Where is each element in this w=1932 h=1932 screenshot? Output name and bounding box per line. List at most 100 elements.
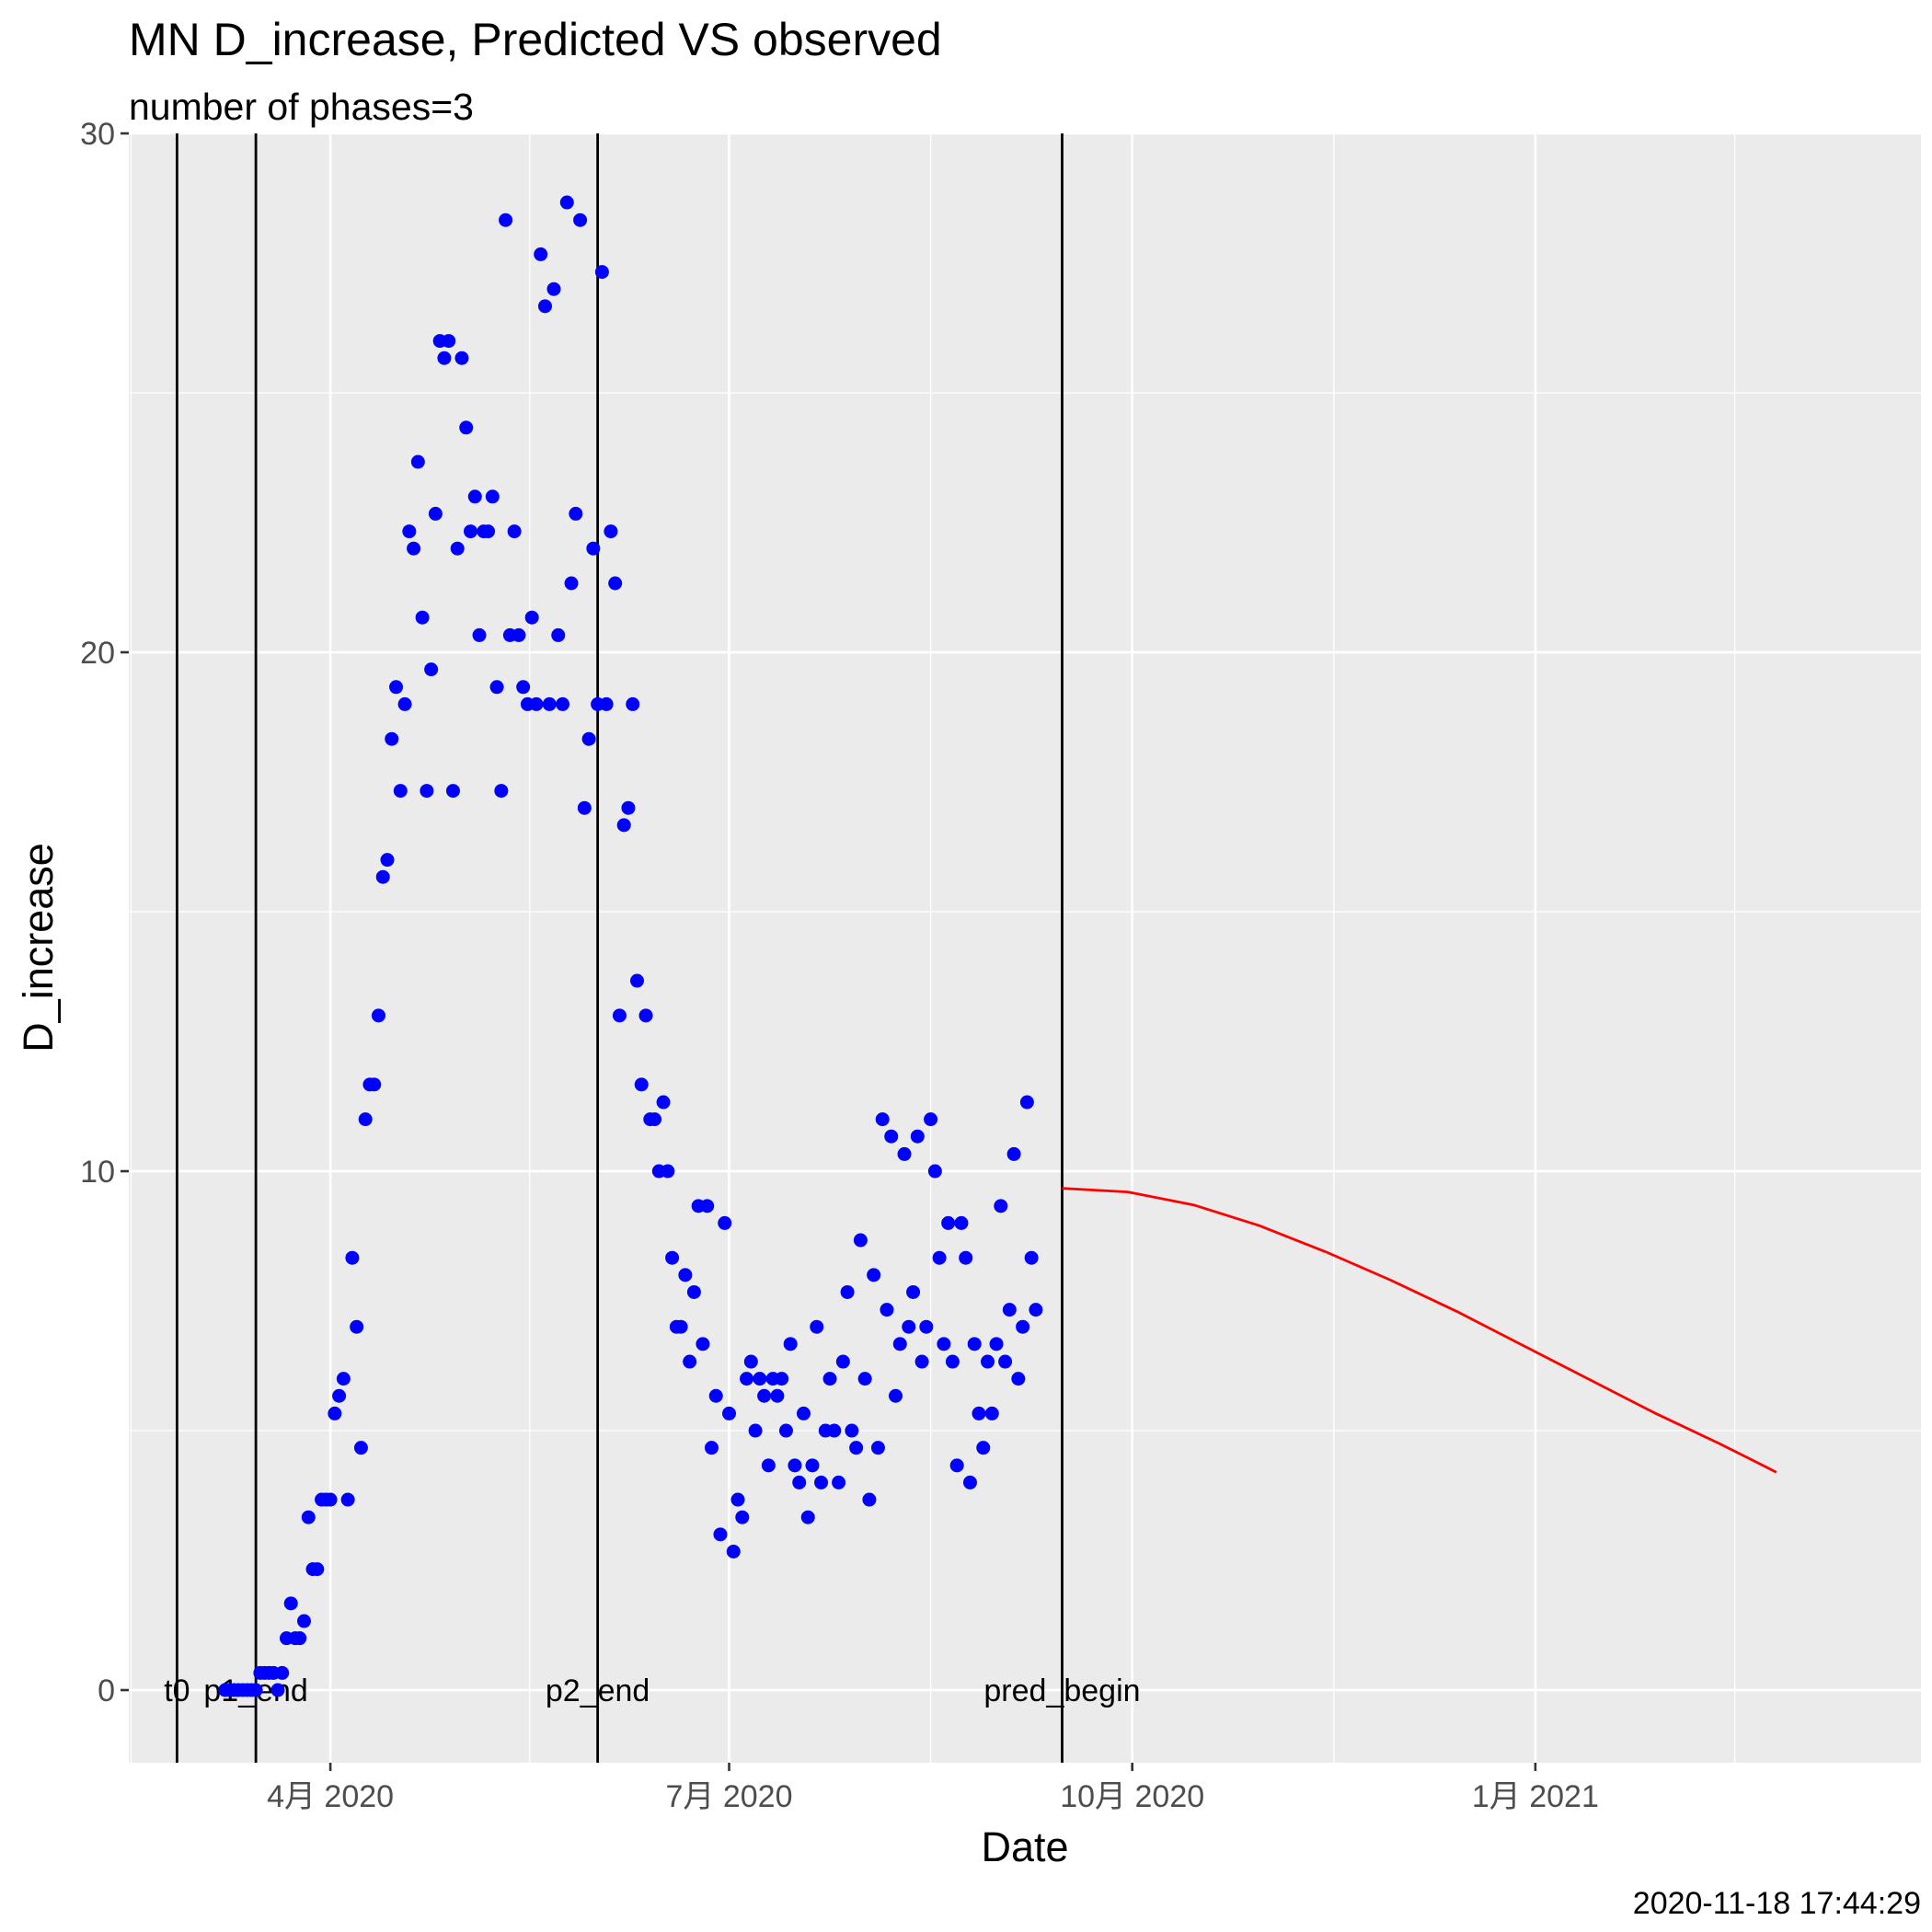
data-point	[867, 1268, 881, 1282]
data-point	[577, 800, 592, 815]
data-point	[914, 1354, 929, 1369]
data-point	[810, 1319, 824, 1334]
data-point	[949, 1458, 964, 1473]
axes: 0 10 20 30 4月 2020 7月 2020 10月 2020 1月 2021	[80, 117, 1599, 1814]
data-point	[340, 1492, 355, 1507]
data-point	[270, 1683, 285, 1697]
data-point	[984, 1406, 999, 1420]
data-point	[375, 869, 390, 884]
data-point	[832, 1475, 846, 1489]
data-point	[594, 265, 609, 280]
data-point	[708, 1388, 723, 1403]
data-point	[757, 1388, 772, 1403]
data-point	[897, 1146, 912, 1161]
data-point	[792, 1475, 807, 1489]
data-point	[534, 247, 548, 261]
data-point	[954, 1215, 969, 1230]
data-point	[998, 1354, 1013, 1369]
data-point	[634, 1077, 649, 1092]
y-tick-label: 0	[98, 1673, 115, 1708]
data-point	[761, 1458, 776, 1473]
data-point	[835, 1354, 850, 1369]
y-tick-label: 10	[80, 1155, 115, 1190]
data-point	[516, 680, 531, 695]
data-point	[962, 1475, 977, 1489]
data-point	[367, 1077, 382, 1092]
data-point	[683, 1354, 697, 1369]
data-point	[740, 1372, 754, 1386]
data-point	[450, 541, 465, 556]
data-point	[661, 1164, 675, 1179]
data-point	[573, 213, 588, 227]
data-point	[827, 1423, 842, 1438]
data-point	[512, 627, 526, 642]
x-tick-label: 4月 2020	[267, 1779, 394, 1814]
data-point	[1029, 1303, 1043, 1317]
data-point	[638, 1008, 653, 1023]
data-point	[1024, 1250, 1039, 1265]
data-point	[902, 1319, 916, 1334]
data-point	[857, 1372, 872, 1386]
data-point	[796, 1406, 811, 1420]
data-point	[358, 1112, 373, 1127]
data-point	[336, 1372, 351, 1386]
phase-label: p2_end	[546, 1673, 650, 1708]
data-point	[621, 800, 636, 815]
data-point	[927, 1164, 942, 1179]
data-point	[959, 1250, 973, 1265]
data-point	[328, 1406, 342, 1420]
data-point	[402, 524, 417, 539]
phase-label: t0	[164, 1673, 190, 1708]
data-point	[599, 696, 614, 711]
observed-points	[218, 195, 1043, 1697]
data-point	[932, 1250, 947, 1265]
data-point	[437, 351, 452, 365]
y-tick-label: 20	[80, 636, 115, 671]
data-point	[629, 973, 644, 988]
data-point	[581, 731, 596, 746]
data-point	[569, 506, 583, 521]
data-point	[494, 784, 509, 799]
data-point	[467, 489, 482, 504]
data-point	[248, 1683, 263, 1697]
data-point	[489, 680, 504, 695]
data-point	[700, 1199, 715, 1213]
data-point	[788, 1458, 802, 1473]
data-point	[293, 1631, 307, 1646]
data-point	[472, 627, 487, 642]
data-point	[778, 1423, 793, 1438]
data-point	[454, 351, 469, 365]
data-point	[967, 1337, 982, 1351]
data-point	[906, 1284, 921, 1299]
data-point	[770, 1388, 785, 1403]
phase-label: pred_begin	[983, 1673, 1140, 1708]
data-point	[730, 1492, 745, 1507]
x-tick-label: 7月 2020	[666, 1779, 793, 1814]
data-point	[529, 696, 544, 711]
data-point	[459, 420, 474, 435]
data-point	[297, 1614, 312, 1628]
data-point	[753, 1372, 767, 1386]
data-point	[283, 1596, 298, 1611]
data-point	[892, 1337, 907, 1351]
data-point	[542, 696, 557, 711]
data-point	[686, 1284, 701, 1299]
data-point	[389, 680, 404, 695]
data-point	[410, 454, 425, 469]
data-point	[678, 1268, 693, 1282]
data-point	[888, 1388, 903, 1403]
data-point	[275, 1665, 290, 1680]
data-point	[428, 506, 443, 521]
x-axis-label: Date	[981, 1823, 1068, 1870]
data-point	[332, 1388, 347, 1403]
data-point	[919, 1319, 934, 1334]
data-point	[415, 610, 430, 625]
data-point	[718, 1215, 732, 1230]
data-point	[546, 282, 561, 296]
data-point	[616, 818, 631, 833]
data-point	[556, 696, 570, 711]
data-point	[1006, 1146, 1021, 1161]
predicted-series-line	[1062, 1187, 1777, 1474]
data-point	[350, 1319, 364, 1334]
data-point	[481, 524, 496, 539]
